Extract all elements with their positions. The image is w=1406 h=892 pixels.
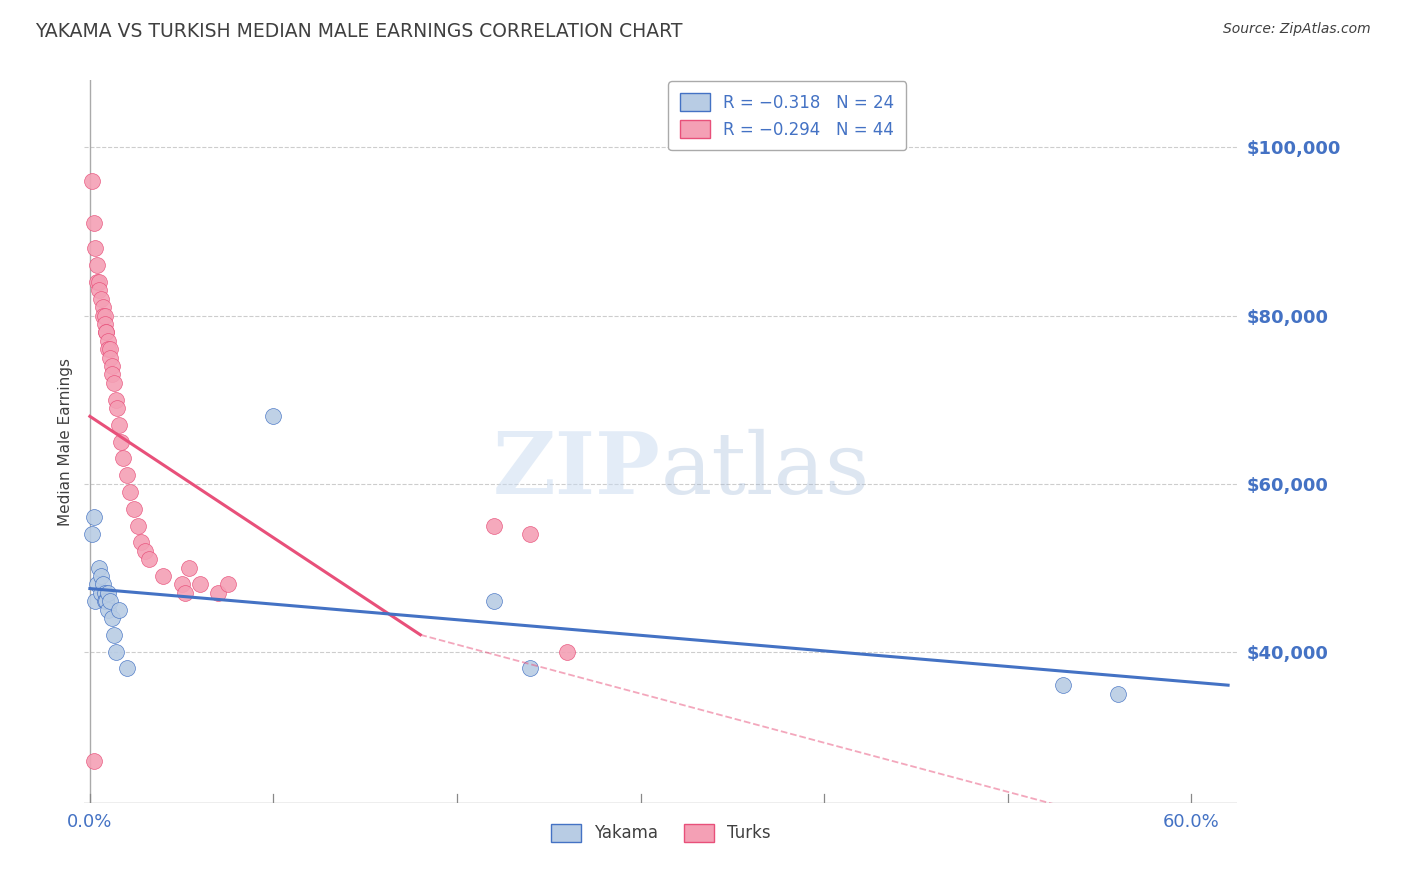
Point xyxy=(152,569,174,583)
Point xyxy=(93,317,115,331)
Point xyxy=(101,611,124,625)
Point xyxy=(104,644,127,658)
Point xyxy=(108,602,131,616)
Point xyxy=(84,241,107,255)
Point xyxy=(84,594,107,608)
Point xyxy=(115,661,138,675)
Point xyxy=(262,409,284,424)
Point xyxy=(87,275,110,289)
Point xyxy=(134,543,156,558)
Point xyxy=(86,275,108,289)
Point xyxy=(138,552,160,566)
Y-axis label: Median Male Earnings: Median Male Earnings xyxy=(58,358,73,525)
Point xyxy=(97,602,120,616)
Point xyxy=(96,326,118,340)
Point xyxy=(104,392,127,407)
Point xyxy=(96,326,118,340)
Point xyxy=(91,309,114,323)
Point xyxy=(1052,678,1074,692)
Point xyxy=(83,754,105,768)
Point xyxy=(103,376,125,390)
Point xyxy=(207,586,229,600)
Point xyxy=(93,586,115,600)
Point xyxy=(98,351,121,365)
Point xyxy=(93,594,115,608)
Point xyxy=(96,594,118,608)
Point xyxy=(91,577,114,591)
Point xyxy=(1107,687,1129,701)
Point xyxy=(519,527,541,541)
Point xyxy=(108,417,131,432)
Point xyxy=(97,342,120,356)
Text: Source: ZipAtlas.com: Source: ZipAtlas.com xyxy=(1223,22,1371,37)
Point xyxy=(87,283,110,297)
Point xyxy=(555,644,578,658)
Text: atlas: atlas xyxy=(661,429,870,512)
Point xyxy=(115,468,138,483)
Point xyxy=(110,434,132,449)
Point xyxy=(83,216,105,230)
Point xyxy=(90,292,112,306)
Point xyxy=(83,510,105,524)
Legend: Yakama, Turks: Yakama, Turks xyxy=(541,814,780,852)
Point xyxy=(86,258,108,272)
Point xyxy=(122,501,145,516)
Point xyxy=(90,586,112,600)
Point xyxy=(177,560,200,574)
Point xyxy=(129,535,152,549)
Point xyxy=(482,518,505,533)
Point xyxy=(101,359,124,373)
Point xyxy=(87,560,110,574)
Point xyxy=(101,368,124,382)
Point xyxy=(217,577,239,591)
Point xyxy=(97,334,120,348)
Point xyxy=(97,586,120,600)
Text: ZIP: ZIP xyxy=(494,428,661,512)
Point xyxy=(98,342,121,356)
Point xyxy=(80,174,103,188)
Point xyxy=(90,569,112,583)
Point xyxy=(174,586,197,600)
Point xyxy=(482,594,505,608)
Point xyxy=(127,518,149,533)
Point xyxy=(107,401,129,415)
Point xyxy=(170,577,193,591)
Point xyxy=(120,485,142,500)
Point xyxy=(98,594,121,608)
Text: YAKAMA VS TURKISH MEDIAN MALE EARNINGS CORRELATION CHART: YAKAMA VS TURKISH MEDIAN MALE EARNINGS C… xyxy=(35,22,683,41)
Point xyxy=(91,300,114,314)
Point xyxy=(188,577,211,591)
Point xyxy=(86,577,108,591)
Point xyxy=(93,309,115,323)
Point xyxy=(103,628,125,642)
Point xyxy=(519,661,541,675)
Point xyxy=(111,451,134,466)
Point xyxy=(80,527,103,541)
